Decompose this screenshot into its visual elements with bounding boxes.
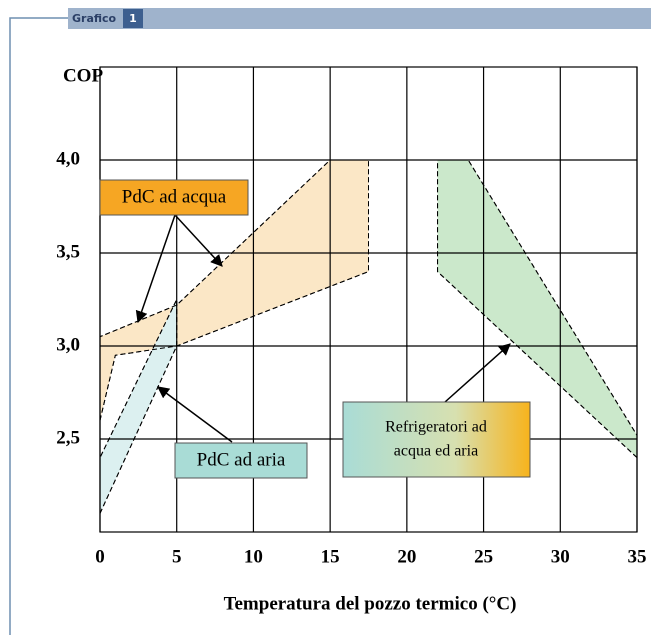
- annotation-box: [99, 179, 249, 216]
- region: [99, 159, 369, 421]
- header-bar: [68, 8, 651, 29]
- annotation-box: [174, 442, 308, 479]
- grid: 0 5 10 15 20 25 30 35 2,5 3,0 3,5 4,0: [56, 66, 647, 567]
- arrow: [444, 343, 511, 403]
- x-tick-label: 25: [474, 546, 493, 567]
- arrow: [174, 214, 223, 267]
- header-label: Grafico: [72, 12, 117, 25]
- y-tick-label: 2,5: [56, 427, 80, 448]
- arrow: [135, 214, 176, 324]
- x-tick-label: 5: [172, 546, 182, 567]
- annotation: PdC ad acqua: [122, 186, 227, 207]
- annotation: acqua ed aria: [394, 443, 478, 460]
- annotation: PdC ad aria: [197, 449, 286, 470]
- x-tick-label: 20: [397, 546, 416, 567]
- frame-line: [9, 17, 68, 635]
- x-tick-label: 30: [551, 546, 570, 567]
- x-tick-label: 15: [321, 546, 340, 567]
- y-axis-label: COP: [63, 65, 104, 86]
- overlay: [99, 159, 638, 514]
- annotation-box: [342, 401, 531, 478]
- annotation: Refrigeratori ad: [385, 419, 487, 436]
- region-outline: [437, 159, 638, 459]
- header-number-box: [123, 9, 143, 28]
- y-tick-label: 4,0: [56, 148, 80, 169]
- y-tick-label: 3,5: [56, 241, 80, 262]
- x-tick-label: 0: [95, 546, 105, 567]
- y-tick-label: 3,0: [56, 334, 80, 355]
- region-outline: [99, 299, 178, 514]
- x-axis-label: Temperatura del pozzo termico (°C): [224, 593, 517, 614]
- x-tick-label: 35: [628, 546, 647, 567]
- arrow: [157, 386, 233, 443]
- header-number: 1: [129, 12, 137, 25]
- x-tick-label: 10: [244, 546, 263, 567]
